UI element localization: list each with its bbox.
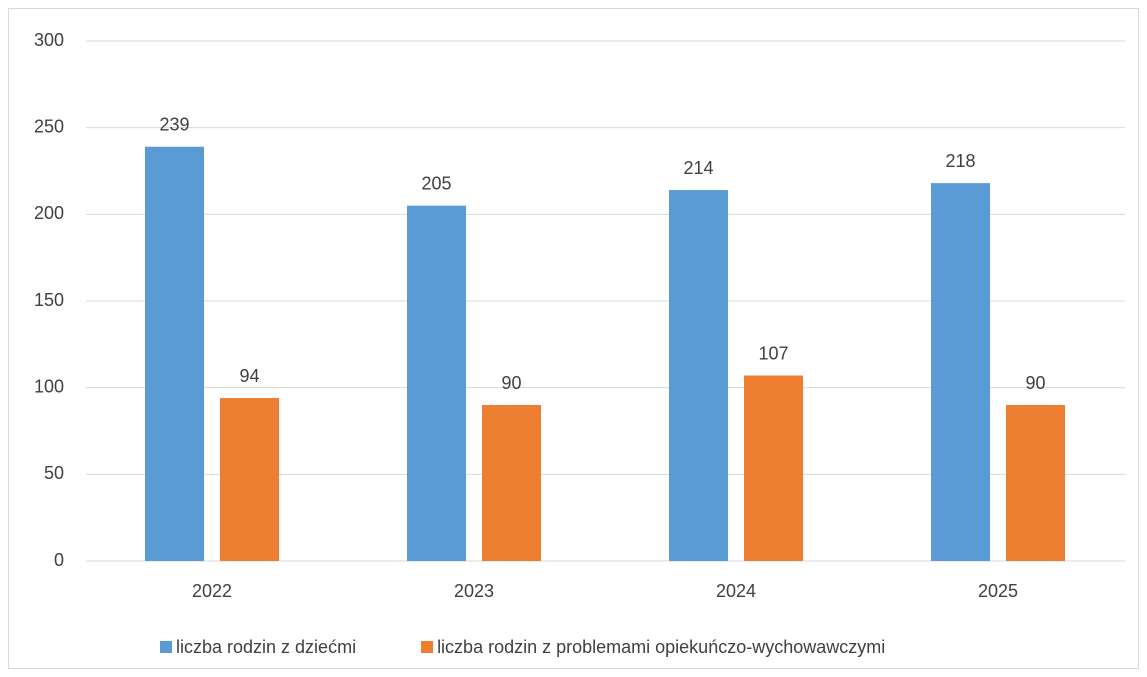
bar — [407, 205, 466, 561]
data-label: 107 — [758, 343, 788, 363]
y-tick-label: 100 — [34, 376, 64, 396]
x-tick-label: 2024 — [716, 581, 756, 601]
bar — [1006, 405, 1065, 561]
y-tick-label: 0 — [54, 550, 64, 570]
bar — [145, 146, 204, 561]
x-tick-label: 2022 — [192, 581, 232, 601]
bar — [931, 183, 990, 561]
y-tick-label: 300 — [34, 30, 64, 50]
bar — [744, 375, 803, 561]
data-label: 218 — [945, 151, 975, 171]
bar — [220, 398, 279, 561]
data-label: 214 — [683, 158, 713, 178]
x-tick-label: 2025 — [978, 581, 1018, 601]
y-tick-label: 150 — [34, 290, 64, 310]
legend-label: liczba rodzin z problemami opiekuńczo-wy… — [437, 637, 885, 657]
y-tick-label: 200 — [34, 203, 64, 223]
y-tick-label: 250 — [34, 116, 64, 136]
y-tick-label: 50 — [44, 463, 64, 483]
data-label: 90 — [1025, 373, 1045, 393]
x-tick-label: 2023 — [454, 581, 494, 601]
data-label: 205 — [421, 173, 451, 193]
legend-swatch — [160, 641, 172, 653]
legend-swatch — [421, 641, 434, 653]
data-label: 94 — [239, 366, 259, 386]
legend-label: liczba rodzin z dziećmi — [176, 637, 356, 657]
data-label: 239 — [159, 114, 189, 134]
bar — [669, 190, 728, 562]
data-label: 90 — [501, 373, 521, 393]
bar — [482, 405, 541, 561]
